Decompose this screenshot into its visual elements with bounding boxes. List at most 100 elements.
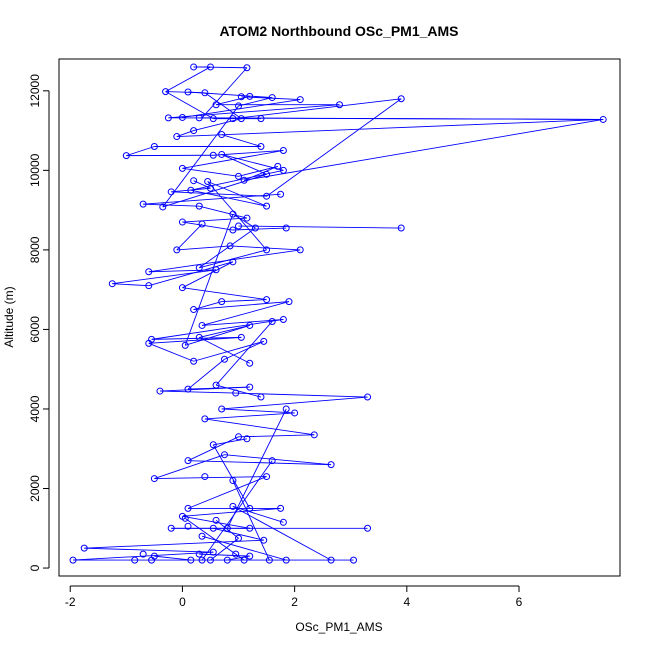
x-axis: -2 0 2 4 6 [65,585,523,609]
series-line-segment [212,444,251,509]
data-point [277,190,285,198]
data-point [246,92,254,100]
y-axis-label: Altitude (m) [2,286,16,347]
data-point [181,341,189,349]
data-point [229,477,237,485]
series-line-segment [182,507,281,517]
data-point [263,246,271,254]
y-axis: 0 2000 4000 6000 8000 10000 12000 [28,74,50,571]
data-point [268,94,276,102]
data-point [218,131,226,139]
data-point [212,266,220,274]
series-line-segment [215,321,273,386]
data-point [201,415,209,423]
series-line-segment [182,287,267,301]
series-line-segment [199,117,604,120]
data-point [122,152,130,160]
data-point [277,504,285,512]
data-point [187,186,195,194]
data-point [237,333,245,341]
series-line-segment [182,167,239,177]
data-point [212,381,220,389]
series-line-segment [227,555,250,561]
data-point [263,192,271,200]
data-point [178,113,186,121]
series-line-segment [199,205,248,219]
x-tick-label: 6 [516,595,523,609]
data-point [282,405,290,413]
data-point [279,146,287,154]
data-point [243,64,251,72]
data-point [240,556,248,564]
series-line-segment [182,221,233,231]
data-point [173,133,181,141]
data-point [195,333,203,341]
data-point [206,63,214,71]
chart-title: ATOM2 Northbound OSc_PM1_AMS [219,23,458,39]
series-line-segment [244,119,604,181]
data-point [268,457,276,465]
series-line-segment [215,519,239,539]
data-point [229,226,237,234]
x-axis-label: OSc_PM1_AMS [295,620,382,634]
data-point [150,142,158,150]
data-point [235,172,243,180]
data-point [198,321,206,329]
data-point [336,101,343,109]
data-point [235,534,243,542]
series-line-segment [207,181,267,251]
series-line-segment [72,551,214,561]
data-point [206,184,214,192]
data-point [206,556,214,564]
series-points [69,63,607,564]
series-line-segment [232,505,284,523]
series-line-segment [232,227,287,231]
series-line-segment [202,319,284,326]
data-point [235,222,243,230]
data-point [212,516,220,524]
series-line-segment [182,515,250,529]
data-point [279,518,287,526]
data-point [350,556,358,564]
series-line-segment [221,299,267,303]
data-point [139,200,147,208]
series-line-segment [182,99,301,118]
data-point [246,383,254,391]
data-point [209,441,217,449]
data-point [145,339,153,347]
data-point [235,433,243,441]
series-line-segment [204,412,295,420]
data-point [195,114,203,122]
data-point [184,88,192,96]
series-line-segment [224,340,264,360]
data-point [296,246,304,254]
data-point [223,556,231,564]
series-line-segment [221,154,284,171]
series-line-segment [154,476,267,480]
data-point [162,88,170,96]
series-line-segment [182,217,247,223]
series-line-segment [235,392,368,398]
series-line-segment [112,269,217,285]
series-line-segment [159,390,236,394]
data-point [257,393,265,401]
data-point [218,298,226,306]
series-line-segment [154,454,225,479]
series-line-segment [238,434,315,438]
data-point [190,306,198,314]
data-point [237,93,245,101]
data-point [397,224,405,232]
series-line-segment [165,66,211,93]
data-point [198,220,206,228]
data-point [198,532,206,540]
data-point [243,214,251,222]
data-point [159,203,167,211]
data-point [257,142,265,150]
y-tick-label: 0 [28,564,42,571]
data-point [167,188,175,196]
series-line-segment [213,438,248,446]
data-point [243,435,251,443]
series-line-segment [199,553,250,557]
data-point [195,202,203,210]
data-point [218,405,226,413]
